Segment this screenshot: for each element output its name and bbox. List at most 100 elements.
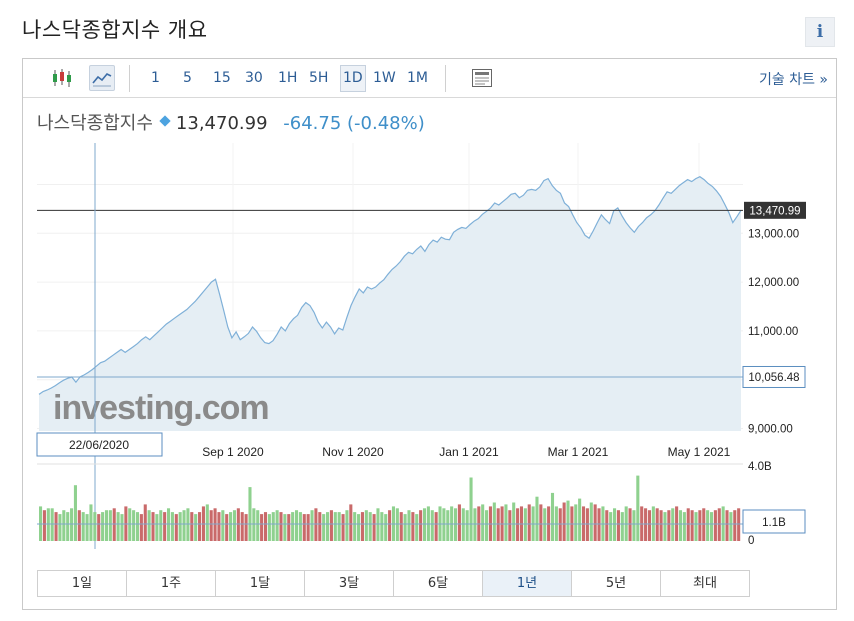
volume-bar [457,504,461,541]
interval-1h[interactable]: 1H [278,70,298,86]
volume-bar [574,504,578,541]
interval-1d[interactable]: 1D [340,65,366,92]
interval-1m[interactable]: 1M [407,70,428,86]
volume-bar [108,510,112,541]
volume-bar [186,508,190,541]
volume-bar [93,512,97,541]
x-tick-label: May 1 2021 [668,445,731,459]
volume-bar [143,504,147,541]
svg-text:22/06/2020: 22/06/2020 [69,438,129,452]
period-1d[interactable]: 1일 [38,571,127,596]
technical-chart-link[interactable]: 기술 차트 » [759,72,828,88]
volume-bar [294,510,299,541]
volume-bar [345,510,349,541]
volume-bar [70,508,74,541]
volume-bar [166,508,171,541]
volume-bar [81,512,85,541]
period-1w[interactable]: 1주 [127,571,216,596]
volume-bar [667,510,671,541]
volume-bar [116,512,120,541]
volume-bar [647,510,651,541]
volume-bar [62,510,66,541]
volume-bar [333,512,337,541]
volume-bar [706,510,710,541]
volume-bar [170,512,174,541]
volume-bar [578,498,582,541]
volume-bar [194,514,198,541]
interval-30[interactable]: 30 [245,70,263,86]
line-chart-icon[interactable] [89,65,115,91]
volume-bar [104,510,109,541]
crosshair-value-label: 10,056.48 [742,365,806,388]
volume-bar [644,508,648,541]
volume-bar [663,512,667,541]
interval-5h[interactable]: 5H [309,70,329,86]
volume-bar [213,508,217,541]
interval-5[interactable]: 5 [183,70,192,86]
volume-bar [613,508,617,541]
volume-bar [357,514,361,541]
interval-1[interactable]: 1 [151,70,160,86]
volume-bar [159,510,163,541]
period-1m[interactable]: 1달 [216,571,305,596]
volume-bar [461,508,465,541]
volume-bar [353,512,357,541]
volume-bar [318,512,322,541]
volume-bar [209,510,213,541]
volume-bar [376,508,380,541]
volume-bar [609,512,613,541]
volume-bar [151,512,155,541]
price-change: -64.75 (-0.48%) [283,113,425,134]
volume-bar [248,487,252,541]
volume-bar [221,510,225,541]
volume-bar [485,510,489,541]
volume-bar [275,510,279,541]
chart-toolbar: 1 5 15 30 1H 5H 1D 1W 1M 기술 차트 » [23,59,836,98]
volume-bar [42,510,46,541]
interval-15[interactable]: 15 [213,70,231,86]
volume-bar [384,514,388,541]
interval-1w[interactable]: 1W [373,70,396,86]
volume-bar [310,510,314,541]
period-6m[interactable]: 6달 [394,571,483,596]
volume-bar [349,504,353,541]
volume-bar [291,512,295,541]
volume-bar [492,502,496,541]
volume-bar [558,508,562,541]
change-value: -64.75 [283,113,342,134]
volume-bar [341,514,345,541]
volume-bar [698,510,702,541]
volume-bar [322,514,326,541]
newspaper-icon[interactable] [469,65,495,91]
volume-bar [244,514,248,541]
x-tick-label: Sep 1 2020 [202,445,264,459]
y-tick-label: 13,000.00 [748,228,799,240]
volume-bar [112,508,116,541]
period-5y[interactable]: 5년 [572,571,661,596]
volume-bar [717,508,721,541]
price-chart[interactable]: investing.com 13,000.00 12,000.00 11,000.0… [23,59,836,569]
volume-bar [279,512,283,541]
x-tick-label: Jan 1 2021 [439,445,499,459]
volume-bar [54,512,58,541]
volume-bar [163,512,167,541]
candlestick-icon[interactable] [49,65,75,91]
volume-bar [73,485,77,541]
volume-bar [589,502,593,541]
volume-bar [682,512,686,541]
x-tick-label: Nov 1 2020 [322,445,384,459]
volume-bar [709,512,714,541]
y-axis: 13,000.00 12,000.00 11,000.00 9,000.00 [748,228,799,435]
info-icon[interactable]: i [805,17,835,47]
volume-bar [733,510,737,541]
volume-bar [337,512,341,541]
period-3m[interactable]: 3달 [305,571,394,596]
volume-bar [430,510,434,541]
volume-bar [302,514,306,541]
volume-bar [442,508,446,541]
price-area [39,176,741,431]
period-1y[interactable]: 1년 [483,571,572,596]
y-tick-label: 9,000.00 [748,424,793,436]
volume-bar [516,508,520,541]
period-max[interactable]: 최대 [693,576,717,591]
